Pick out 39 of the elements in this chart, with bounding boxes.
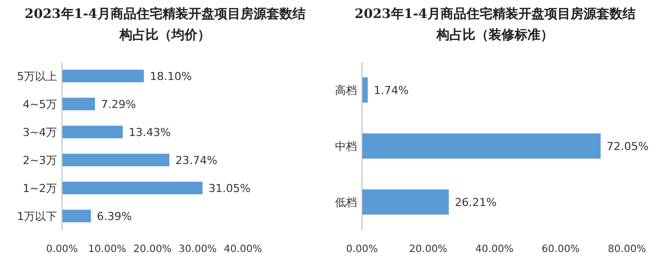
bar bbox=[362, 189, 449, 215]
x-tick-label: 40.00% bbox=[224, 244, 262, 255]
data-label: 6.39% bbox=[96, 210, 132, 223]
data-label: 1.74% bbox=[374, 84, 409, 97]
y-tick-label: 1万以下 bbox=[17, 210, 57, 223]
data-label: 26.21% bbox=[454, 196, 497, 209]
data-label: 7.29% bbox=[100, 98, 136, 111]
bar bbox=[362, 77, 368, 103]
x-tick-label: 0.00% bbox=[346, 244, 378, 255]
x-tick-label: 30.00% bbox=[178, 244, 217, 255]
x-tick-label: 20.00% bbox=[133, 244, 172, 255]
data-label: 31.05% bbox=[208, 182, 250, 195]
bar bbox=[62, 210, 91, 222]
x-tick-label: 0.00% bbox=[46, 244, 78, 255]
x-tick-label: 40.00% bbox=[475, 244, 514, 255]
data-label: 72.05% bbox=[606, 140, 649, 153]
bar bbox=[362, 133, 601, 159]
y-tick-label: 中档 bbox=[335, 140, 357, 153]
y-tick-label: 高档 bbox=[335, 84, 357, 97]
chart-title: 2023年1-4月商品住宅精装开盘项目房源套数结构占比（装修标准） bbox=[354, 6, 636, 43]
x-tick-label: 60.00% bbox=[542, 244, 580, 255]
y-tick-label: 2~3万 bbox=[22, 154, 57, 167]
x-tick-label: 20.00% bbox=[409, 244, 448, 255]
data-label: 13.43% bbox=[128, 126, 171, 139]
data-label: 23.74% bbox=[175, 154, 218, 167]
x-tick-label: 10.00% bbox=[88, 244, 126, 255]
bar bbox=[62, 126, 123, 138]
y-tick-label: 4~5万 bbox=[22, 98, 57, 111]
bar bbox=[62, 154, 170, 166]
data-label: 18.10% bbox=[150, 70, 192, 83]
bar bbox=[62, 98, 95, 110]
y-tick-label: 5万以上 bbox=[17, 70, 57, 83]
y-tick-label: 1~2万 bbox=[22, 182, 57, 195]
bar bbox=[62, 182, 202, 194]
y-tick-label: 低档 bbox=[335, 196, 357, 209]
y-tick-label: 3~4万 bbox=[22, 126, 57, 139]
bar bbox=[62, 70, 144, 82]
x-tick-label: 80.00% bbox=[608, 244, 646, 255]
chart-title: 2023年1-4月商品住宅精装开盘项目房源套数结构占比（均价） bbox=[24, 6, 306, 43]
